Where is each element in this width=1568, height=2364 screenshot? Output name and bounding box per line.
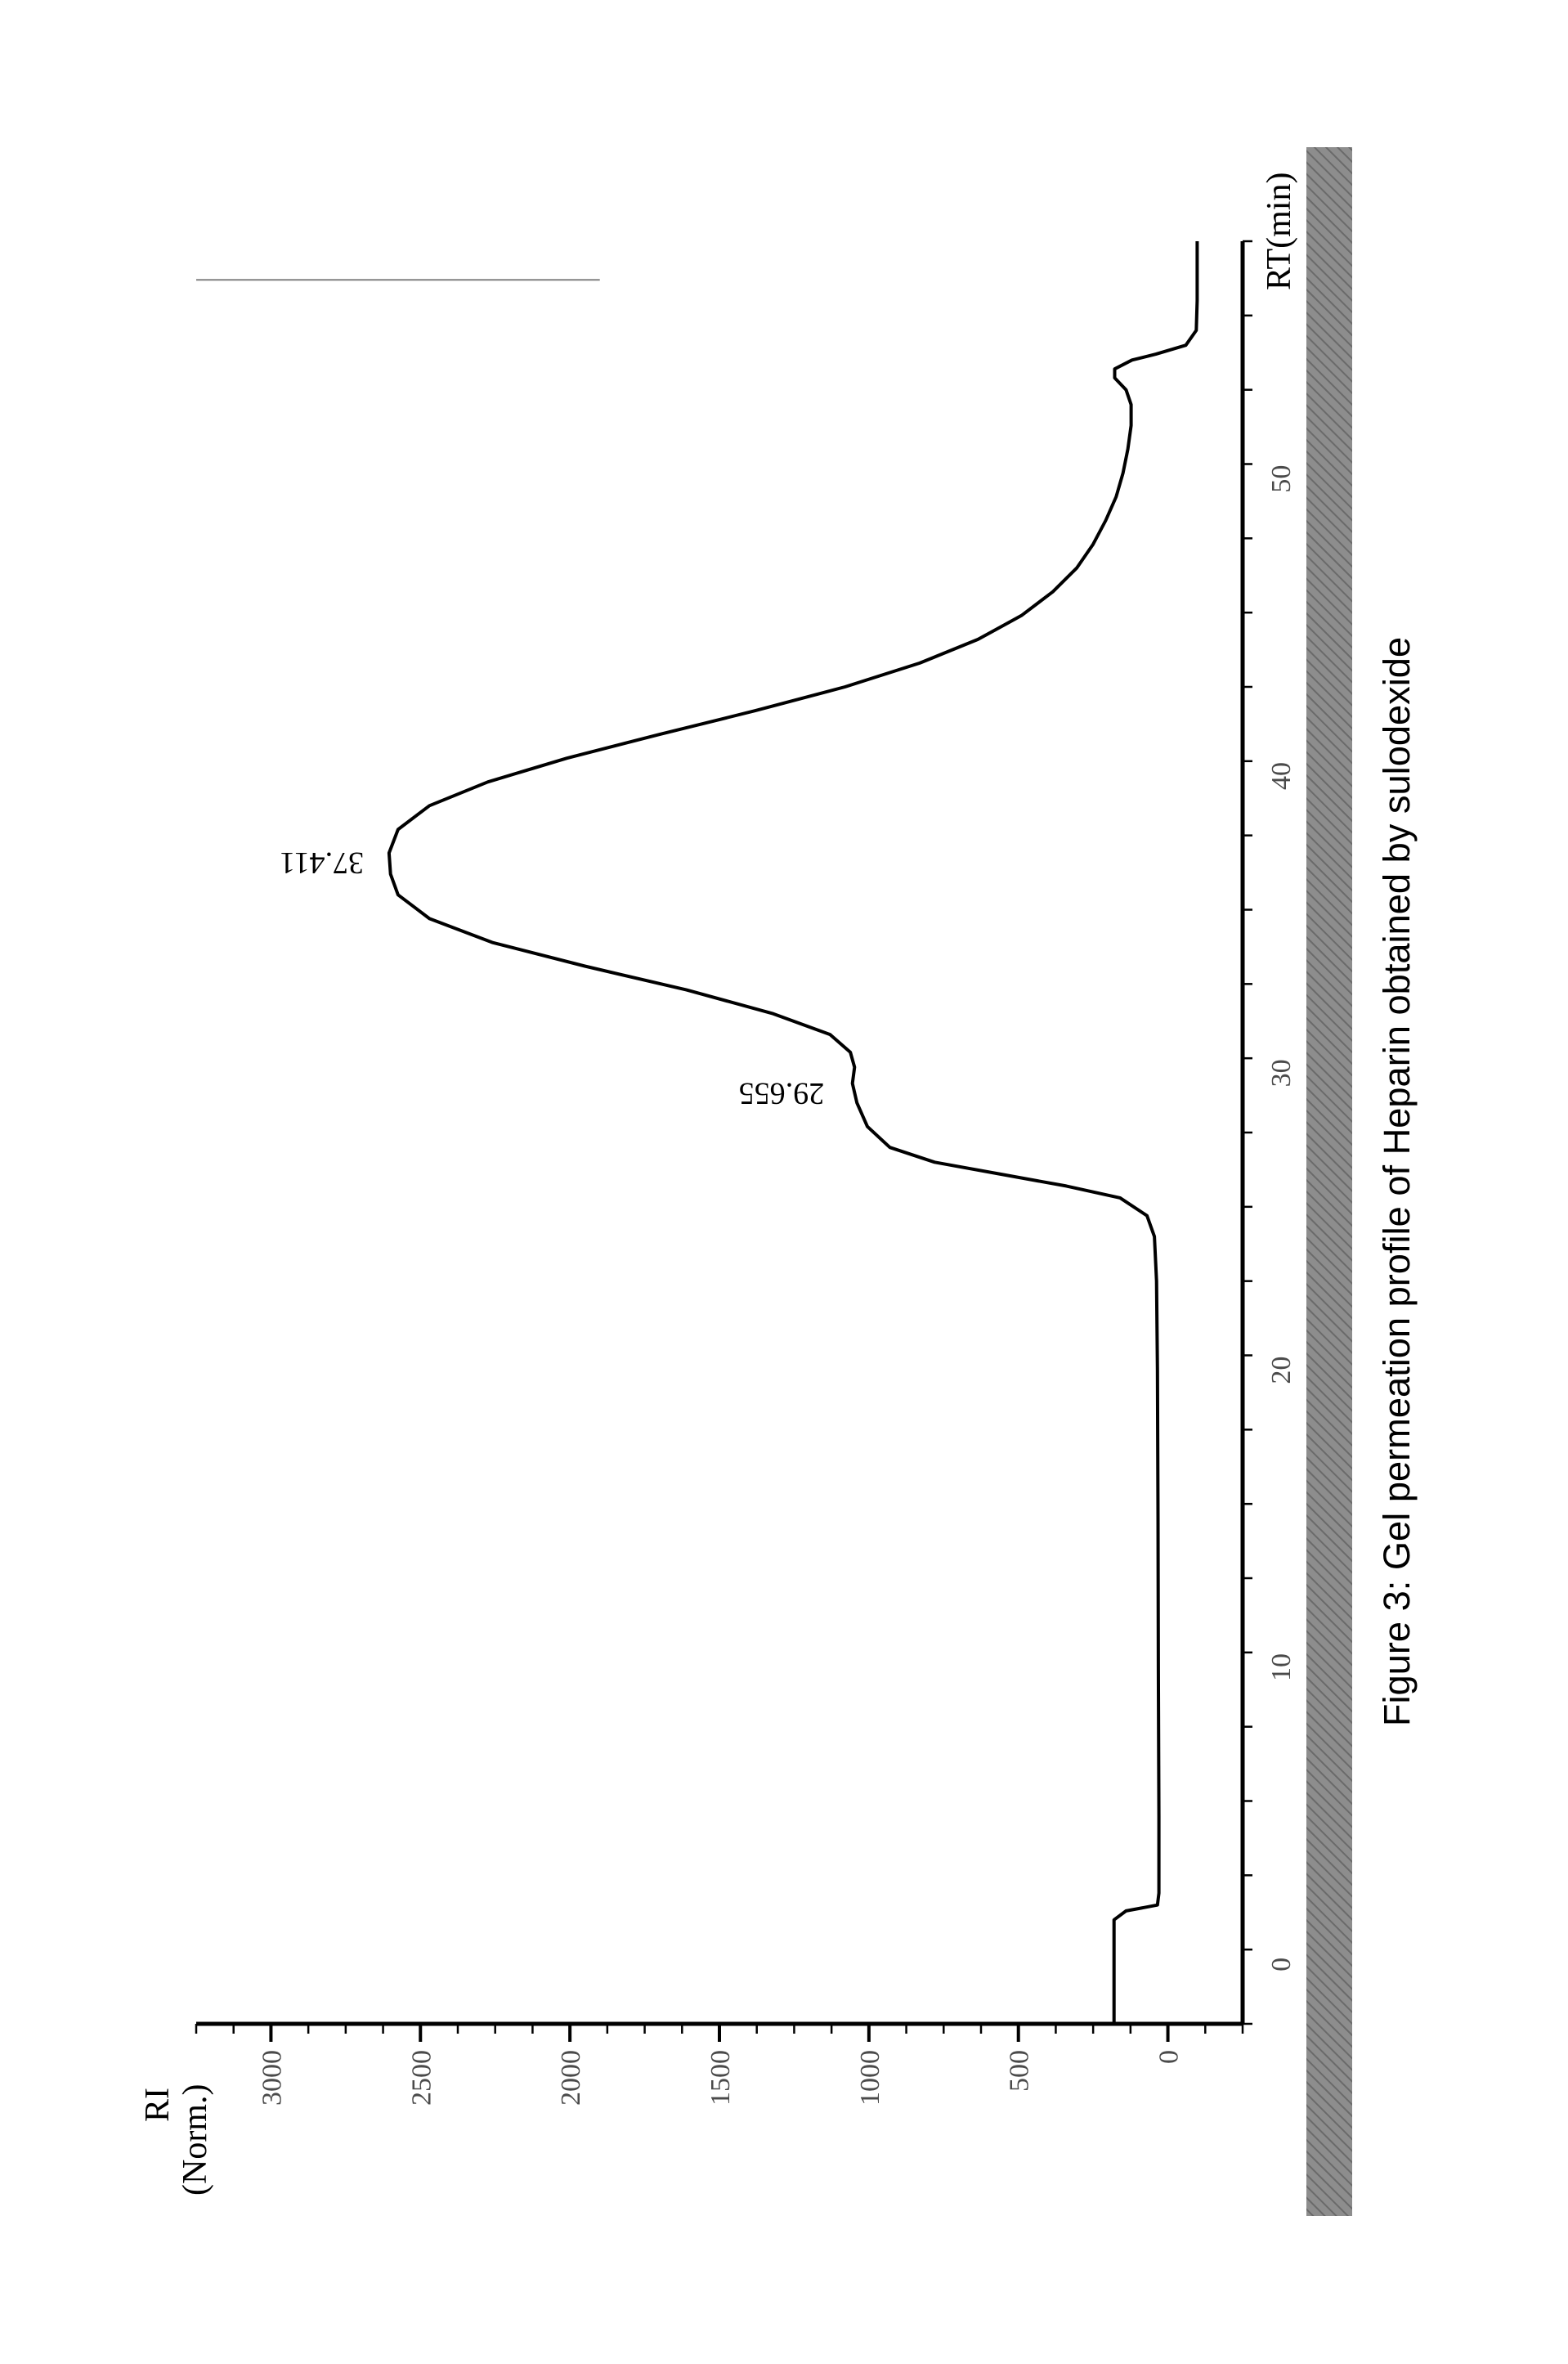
x-axis-title: RT(min) — [1261, 173, 1298, 290]
x-tick-label: 40 — [1266, 762, 1297, 790]
y-tick-label: 1500 — [706, 2050, 736, 2106]
peak-label: 29.655 — [739, 1076, 825, 1110]
y-tick-label: 0 — [1154, 2050, 1185, 2064]
peak-label: 37.411 — [280, 846, 364, 880]
x-tick-label: 50 — [1266, 465, 1297, 493]
y-tick-label: 500 — [1005, 2050, 1035, 2092]
x-tick-label: 30 — [1266, 1059, 1297, 1087]
figure-rotated-wrapper: 0 500 1000 1500 2000 2500 3000 0 10 20 30 40 50 RI(No… — [98, 147, 1447, 2216]
bottom-hatch-band — [1306, 147, 1352, 2216]
chromatogram-curve — [389, 241, 1198, 2024]
x-tick-label: 0 — [1266, 1958, 1297, 1971]
figure-caption: Figure 3: Gel permeation profile of Hepa… — [1376, 637, 1418, 1726]
y-axis-title-top: RI — [139, 2088, 177, 2122]
y-tick-label: 2500 — [406, 2050, 437, 2106]
y-tick-label: 3000 — [257, 2050, 287, 2106]
x-tick-label: 10 — [1266, 1653, 1297, 1681]
x-tick-label: 20 — [1266, 1357, 1297, 1384]
y-tick-label: 1000 — [855, 2050, 885, 2106]
gpc-chart: 0 500 1000 1500 2000 2500 3000 0 10 20 30 40 50 RI(No… — [98, 147, 1447, 2216]
y-axis-title-left: (Norm.) — [177, 2084, 214, 2196]
y-tick-label: 2000 — [556, 2050, 586, 2106]
